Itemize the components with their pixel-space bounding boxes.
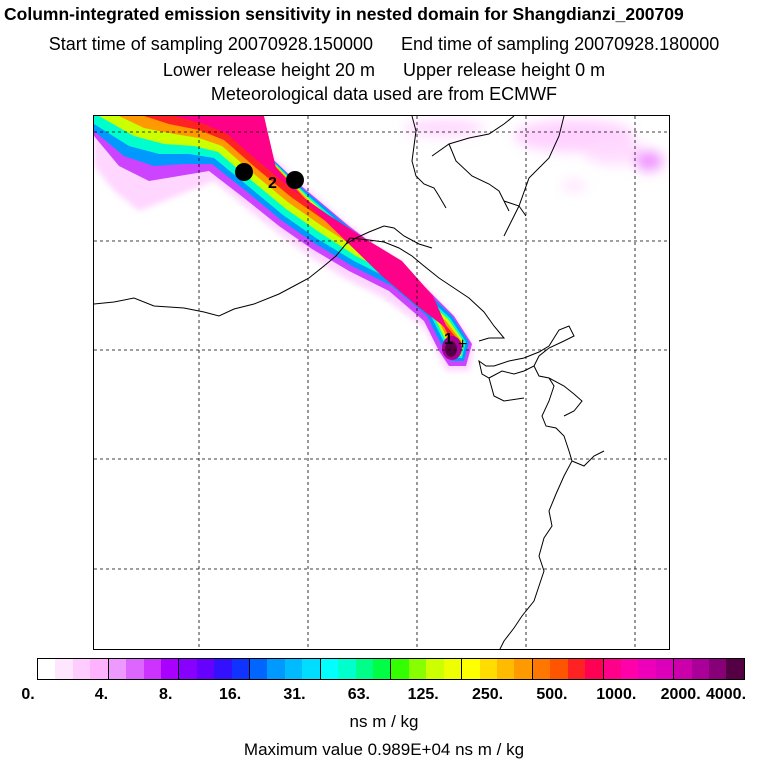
- color-scale-segment: [514, 659, 532, 679]
- coastlines: [94, 116, 605, 649]
- marker-dot-a[interactable]: [235, 163, 253, 181]
- color-scale-segment: [72, 659, 91, 679]
- color-scale-segment: [550, 659, 568, 679]
- color-scale-segment: [390, 659, 409, 679]
- max-value-label: Maximum value 0.989E+04 ns m / kg: [243, 740, 525, 759]
- met-data-label: Meteorological data used are from ECMWF: [210, 84, 558, 104]
- color-scale-segment: [90, 659, 108, 679]
- color-scale-segment: [585, 659, 603, 679]
- color-scale-segment: [726, 659, 744, 679]
- color-scale-segment: [355, 659, 374, 679]
- color-scale-segment: [426, 659, 444, 679]
- color-scale-tick-label: 4.: [94, 686, 109, 703]
- color-scale-tick-label: 4000.: [705, 686, 747, 703]
- color-scale-segment: [249, 659, 268, 679]
- color-scale-segment: [496, 659, 515, 679]
- color-scale-segment: [443, 659, 462, 679]
- map-title: Column-integrated emission sensitivity i…: [4, 4, 684, 24]
- faint-sensitivity-area: [404, 120, 663, 192]
- color-scale-segment: [319, 659, 339, 679]
- color-scale-segment: [231, 659, 250, 679]
- color-scale-segment: [284, 659, 303, 679]
- color-scale-segment: [143, 659, 161, 679]
- lat-lon-grid: [94, 116, 669, 649]
- color-scale-segment: [408, 659, 427, 679]
- receptor-cross-icon: +: [458, 336, 467, 353]
- map-panel[interactable]: + 1 2: [93, 115, 670, 650]
- color-scale-tick-label: 1000.: [596, 686, 637, 703]
- marker-dot-b[interactable]: [286, 171, 304, 189]
- color-scale-tick-label: 125.: [407, 686, 439, 703]
- color-scale-tick-label: 63.: [347, 686, 370, 703]
- marker-label-2: 2: [268, 175, 277, 192]
- color-scale-tick-label: 31.: [283, 686, 306, 703]
- color-scale-segment: [620, 659, 639, 679]
- color-scale-segment: [338, 659, 356, 679]
- sampling-times: Start time of sampling 20070928.150000 En…: [0, 34, 768, 55]
- color-scale-segment: [373, 659, 391, 679]
- unit-label: ns m / kg: [349, 712, 419, 731]
- color-scale-segment: [267, 659, 285, 679]
- release-heights: Lower release height 20 m Upper release h…: [0, 60, 768, 81]
- color-scale-tick-label: 500.: [536, 686, 568, 703]
- color-scale-segment: [602, 659, 621, 679]
- color-scale-segment: [178, 659, 197, 679]
- color-scale-tick-label: 8.: [159, 686, 173, 703]
- color-scale-segment: [214, 659, 232, 679]
- color-scale-segment: [126, 659, 144, 679]
- color-scale-segment: [160, 659, 179, 679]
- map-canvas: + 1 2: [94, 116, 669, 649]
- color-scale-segment: [567, 659, 586, 679]
- color-scale-tick-label: 2000.: [660, 686, 701, 703]
- color-scale-segment: [655, 659, 674, 679]
- color-scale-bar: [37, 658, 745, 680]
- color-scale-segment: [709, 659, 727, 679]
- color-scale-segment: [479, 659, 497, 679]
- marker-label-1: 1: [444, 331, 453, 348]
- color-scale-segment: [531, 659, 551, 679]
- color-scale-segment: [55, 659, 73, 679]
- color-scale-tick-label: 0.: [21, 686, 35, 703]
- color-scale-segment: [107, 659, 127, 679]
- color-scale-segment: [461, 659, 480, 679]
- end-time-label: End time of sampling 20070928.180000: [401, 34, 720, 54]
- start-time-label: Start time of sampling 20070928.150000: [48, 34, 373, 54]
- color-scale-segment: [638, 659, 656, 679]
- color-scale-tick-label: 250.: [471, 686, 504, 703]
- upper-release-label: Upper release height 0 m: [403, 60, 606, 80]
- lower-release-label: Lower release height 20 m: [162, 60, 375, 80]
- color-scale-segment: [196, 659, 215, 679]
- color-scale-tick-label: 16.: [218, 686, 242, 703]
- receptor-site[interactable]: +: [458, 336, 467, 353]
- color-scale-segment: [38, 659, 56, 679]
- color-scale-segment: [302, 659, 320, 679]
- color-scale-segment: [691, 659, 710, 679]
- emission-plume: [94, 116, 474, 371]
- color-scale-segment: [673, 659, 692, 679]
